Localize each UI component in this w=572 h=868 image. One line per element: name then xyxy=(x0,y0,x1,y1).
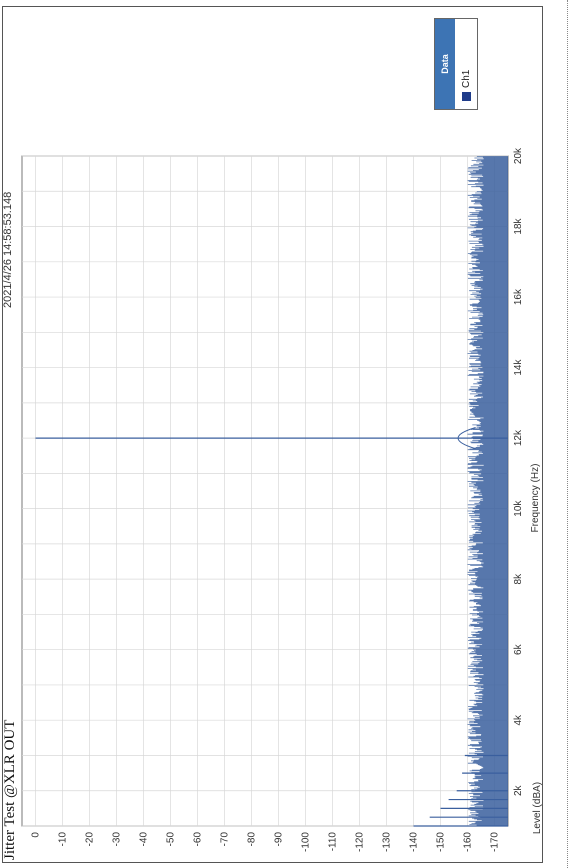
y-tick-label: -50 xyxy=(166,832,177,847)
series-tone-skirt xyxy=(457,427,476,450)
x-tick-label: 8k xyxy=(513,573,524,585)
page-border xyxy=(2,6,543,863)
x-tick-label: 2k xyxy=(513,784,524,796)
y-tick-label: -140 xyxy=(409,832,420,852)
x-tick-label: 20k xyxy=(513,147,524,164)
x-tick-label: 4k xyxy=(513,714,524,726)
legend-swatch xyxy=(461,92,471,101)
x-tick-label: 10k xyxy=(513,500,524,517)
legend-title: Data xyxy=(435,19,455,109)
y-tick-label: -160 xyxy=(463,832,474,852)
legend-item: Ch1 xyxy=(455,19,477,109)
y-tick-label: -100 xyxy=(301,832,312,852)
dotted-divider xyxy=(567,0,568,868)
x-tick-label: 14k xyxy=(513,359,524,376)
chart-svg: 0 -10 -20 -30 -40 -50 -60 -70 -80 -90 -100 -110 -120… xyxy=(21,147,524,852)
x-tick-label: 12k xyxy=(513,429,524,446)
y-tick-label: -10 xyxy=(58,832,69,847)
y-tick-label: -70 xyxy=(220,832,231,847)
y-tick-label: -80 xyxy=(247,832,258,847)
y-tick-label: -170 xyxy=(490,832,501,852)
y-tick-label: -20 xyxy=(85,832,96,847)
y-tick-label: -40 xyxy=(139,832,150,847)
y-tick-label: -110 xyxy=(328,832,339,852)
chart-rotated-view: Jitter Test @XLR OUT 2021/4/26 14:58:53.… xyxy=(0,8,548,868)
y-tick-label: -130 xyxy=(382,832,393,852)
plot-area xyxy=(21,155,509,827)
x-tick-label: 6k xyxy=(513,643,524,655)
legend: Data Ch1 xyxy=(434,18,478,110)
x-tick-label: 18k xyxy=(513,217,524,234)
y-tick-label: -90 xyxy=(274,832,285,847)
y-tick-label: 0 xyxy=(31,832,42,838)
y-tick-label: -30 xyxy=(112,832,123,847)
y-tick-label: -150 xyxy=(436,832,447,852)
legend-label: Ch1 xyxy=(460,69,472,88)
y-tick-label: -120 xyxy=(355,832,366,852)
x-axis-label: Frequency (Hz) xyxy=(530,463,541,533)
x-tick-label: 16k xyxy=(513,288,524,305)
y-tick-label: -60 xyxy=(193,832,204,847)
series-noise-floor xyxy=(467,156,508,827)
y-axis-label: Level (dBA) xyxy=(532,781,543,835)
